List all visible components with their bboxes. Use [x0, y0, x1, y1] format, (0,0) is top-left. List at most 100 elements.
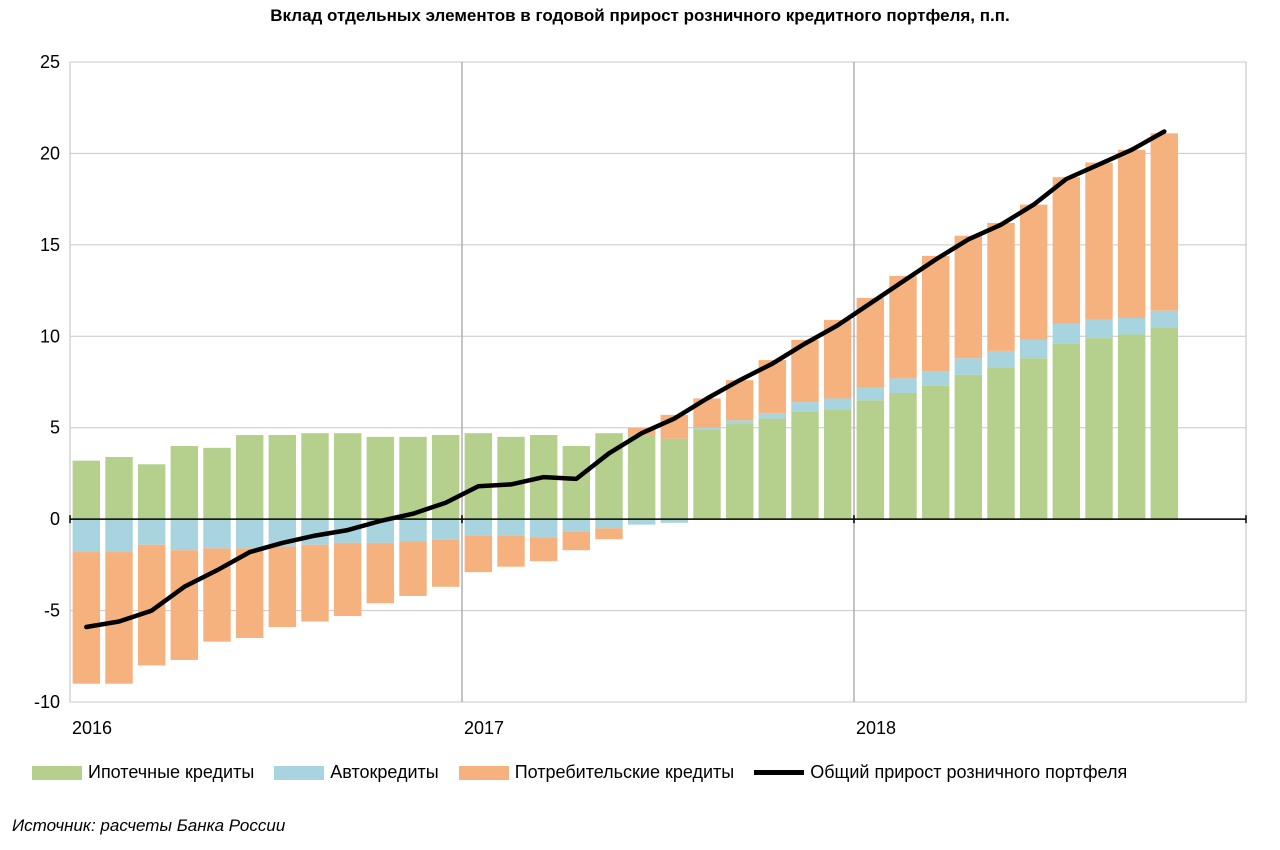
bar-segment	[170, 519, 199, 551]
bar-segment	[399, 541, 427, 596]
bar-segment	[791, 411, 819, 520]
bar-segment	[399, 436, 427, 520]
legend-item-consumer: Потребительские кредиты	[458, 762, 735, 783]
bar-segment	[856, 400, 885, 520]
bar-segment	[1150, 133, 1179, 311]
bar-segment	[105, 519, 133, 553]
bar-segment	[693, 427, 721, 430]
y-tick-label: 0	[50, 509, 60, 529]
bar-segment	[497, 535, 525, 567]
bar-segment	[497, 519, 525, 536]
bar-segment	[1117, 318, 1146, 335]
bar-segment	[268, 546, 297, 628]
bar-segment	[889, 392, 917, 520]
bar-segment	[366, 436, 395, 520]
legend-item-total: Общий прирост розничного портфеля	[754, 762, 1127, 783]
bar-segment	[431, 519, 460, 540]
bar-segment	[987, 367, 1015, 520]
y-tick-label: 5	[50, 418, 60, 438]
bar-segment	[562, 446, 591, 520]
bar-segment	[464, 535, 493, 573]
legend-label-mortgage: Ипотечные кредиты	[88, 762, 255, 782]
bar-segment	[529, 537, 558, 562]
axis-layer	[69, 515, 1247, 524]
y-tick-label: 10	[40, 326, 60, 346]
legend-line-total	[754, 770, 805, 775]
bar-segment	[464, 433, 493, 520]
bar-segment	[529, 519, 558, 538]
bar-segment	[660, 438, 689, 520]
bar-segment	[268, 435, 297, 520]
bar-segment	[1117, 149, 1146, 318]
bar-segment	[562, 519, 591, 532]
bar-segment	[366, 542, 395, 604]
bar-segment	[693, 429, 721, 520]
legend-swatch-mortgage	[32, 765, 82, 780]
bar-segment	[987, 350, 1015, 368]
bar-segment	[889, 378, 917, 393]
bar-segment	[1052, 177, 1081, 324]
x-tick-label: 2018	[856, 718, 896, 738]
bar-segment	[921, 371, 950, 386]
bar-segment	[562, 531, 591, 551]
legend-item-mortgage: Ипотечные кредиты	[32, 762, 254, 783]
bar-segment	[1019, 204, 1048, 340]
bar-segment	[203, 447, 231, 520]
bar-segment	[791, 402, 819, 412]
legend: Ипотечные кредиты Автокредиты Потребител…	[32, 762, 1127, 783]
bar-segment	[1019, 358, 1048, 520]
grid-layer	[69, 61, 1247, 703]
bar-segment	[333, 433, 362, 520]
bar-segment	[627, 435, 656, 520]
legend-label-auto: Автокредиты	[330, 762, 439, 782]
y-tick-label: -10	[34, 692, 60, 712]
bar-segment	[203, 519, 231, 549]
y-tick-label: 20	[40, 143, 60, 163]
bar-segment	[235, 435, 264, 520]
bar-segment	[72, 460, 101, 520]
labels-layer: 25 20 15 10 5 0 -5 -10 2016 2017 2018	[34, 52, 896, 738]
bar-segment	[1150, 327, 1179, 520]
bar-segment	[954, 358, 983, 375]
bar-segment	[954, 235, 983, 359]
y-tick-label: 25	[40, 52, 60, 72]
legend-label-total: Общий прирост розничного портфеля	[810, 762, 1128, 782]
bar-segment	[1117, 334, 1146, 520]
bar-segment	[1085, 319, 1113, 339]
bar-segment	[627, 519, 656, 525]
legend-swatch-consumer	[458, 765, 509, 780]
bar-segment	[1085, 338, 1113, 520]
bar-segment	[333, 542, 362, 617]
bar-segment	[758, 413, 787, 419]
bar-segment	[823, 398, 852, 410]
bar-segment	[72, 519, 101, 553]
bar-segment	[72, 552, 101, 684]
bar-segment	[235, 548, 264, 638]
bar-segment	[399, 519, 427, 542]
chart-title: Вклад отдельных элементов в годовой прир…	[270, 6, 1010, 25]
bar-segment	[758, 418, 787, 520]
bar-segment	[1150, 310, 1179, 328]
bar-segment	[954, 374, 983, 520]
bars-layer	[72, 133, 1179, 684]
legend-label-consumer: Потребительские кредиты	[514, 762, 735, 782]
bar-segment	[170, 446, 199, 520]
x-tick-label: 2016	[72, 718, 112, 738]
x-tick-label: 2017	[464, 718, 504, 738]
y-tick-label: 15	[40, 235, 60, 255]
bar-segment	[595, 519, 623, 529]
bar-segment	[921, 385, 950, 520]
bar-segment	[1052, 343, 1081, 520]
y-tick-label: -5	[44, 601, 60, 621]
bar-segment	[921, 255, 950, 372]
bar-segment	[856, 387, 885, 401]
bar-segment	[497, 436, 525, 520]
bar-segment	[301, 544, 329, 622]
bar-segment	[595, 528, 623, 540]
bar-segment	[137, 519, 166, 545]
bar-segment	[725, 424, 754, 520]
bar-segment	[137, 464, 166, 520]
bar-segment	[170, 550, 199, 660]
bar-segment	[1019, 339, 1048, 359]
